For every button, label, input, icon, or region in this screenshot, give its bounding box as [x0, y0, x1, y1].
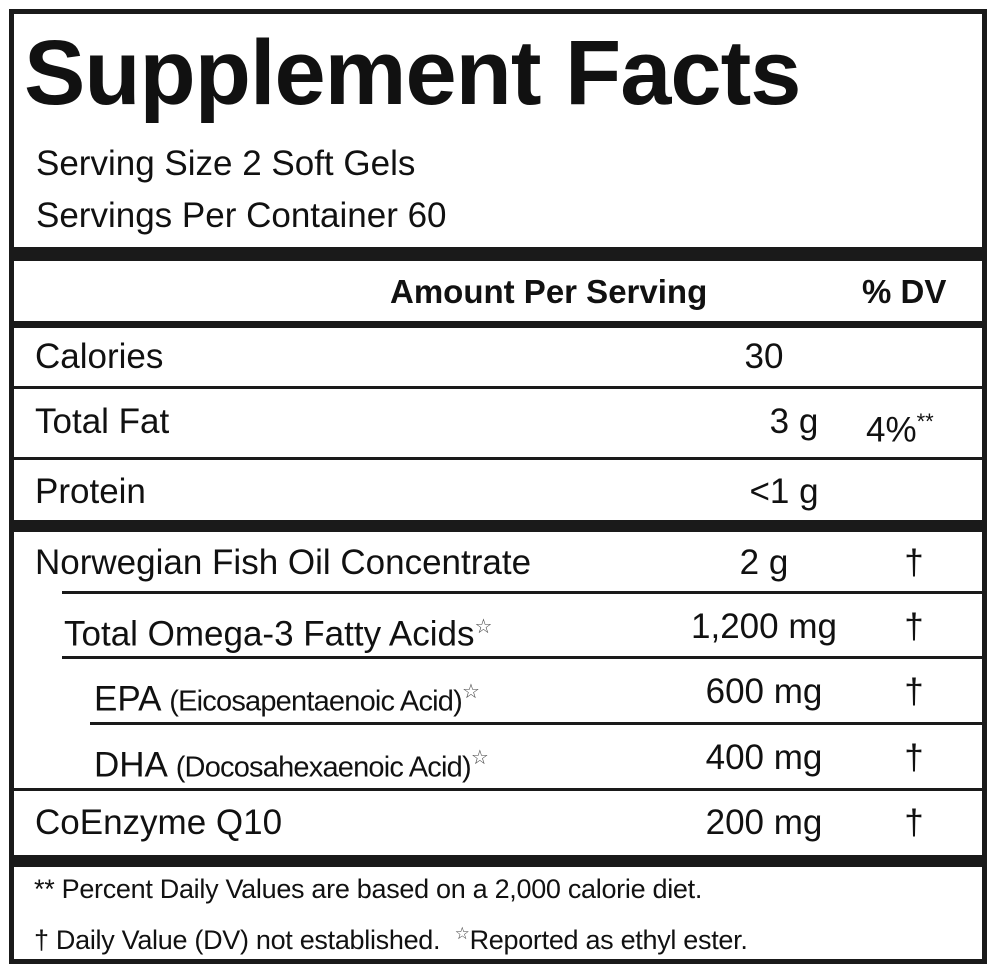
- ingredient-amount: 600 mg: [705, 672, 823, 711]
- row-label: Calories: [35, 337, 164, 376]
- ingredient-detail: (Eicosapentaenoic Acid): [169, 685, 463, 718]
- divider-medium: [14, 321, 982, 328]
- ingredient-dv: †: [904, 543, 924, 582]
- ingredient-name: Norwegian Fish Oil Concentrate: [35, 543, 532, 582]
- divider-thin: [62, 656, 982, 659]
- row-amount: <1 g: [749, 472, 819, 511]
- divider-thin: [90, 722, 982, 725]
- ingredient-dv: †: [904, 607, 924, 646]
- ingredient-amount: 2 g: [739, 543, 789, 582]
- divider-thin: [14, 457, 982, 460]
- row-amount: 3 g: [769, 402, 819, 441]
- divider-thick: [14, 247, 982, 261]
- ingredient-amount: 200 mg: [705, 803, 823, 842]
- ingredient-amount: 400 mg: [705, 738, 823, 777]
- divider-thin: [14, 386, 982, 389]
- row-dv: 4%: [866, 410, 917, 450]
- footnote-mark: **: [916, 409, 934, 434]
- header-dv: % DV: [862, 273, 947, 310]
- panel-title: Supplement Facts: [24, 22, 801, 124]
- star-icon: ☆: [474, 616, 493, 638]
- row-label: Total Fat: [35, 402, 170, 441]
- ingredient-name: Total Omega-3 Fatty Acids: [64, 614, 475, 654]
- ingredient-dv: †: [904, 672, 924, 711]
- divider-thick: [14, 520, 982, 532]
- ingredient-dv: †: [904, 738, 924, 777]
- divider-thin: [62, 591, 982, 594]
- supplement-facts-panel: [9, 9, 987, 964]
- row-amount: 30: [744, 337, 784, 376]
- star-icon: ☆: [470, 747, 489, 769]
- ingredient-name: EPA: [94, 679, 160, 719]
- servings-per-container: Servings Per Container 60: [36, 196, 447, 235]
- footnote-text: Reported as ethyl ester.: [469, 925, 748, 955]
- footnote-daily-values: ** Percent Daily Values are based on a 2…: [34, 874, 703, 904]
- row-label: Protein: [35, 472, 146, 511]
- ingredient-name: DHA: [94, 745, 166, 785]
- divider-thin: [14, 788, 982, 791]
- header-amount: Amount Per Serving: [390, 273, 708, 310]
- footnote-dv-not-established: † Daily Value (DV) not established. ☆Rep…: [34, 917, 748, 957]
- ingredient-dv: †: [904, 803, 924, 842]
- ingredient-amount: 1,200 mg: [691, 607, 837, 646]
- star-icon: ☆: [461, 681, 480, 703]
- ingredient-name: CoEnzyme Q10: [35, 803, 283, 842]
- footnote-text: † Daily Value (DV) not established.: [34, 925, 441, 955]
- serving-size: Serving Size 2 Soft Gels: [36, 144, 416, 183]
- divider-thick: [14, 855, 982, 867]
- star-icon: ☆: [454, 924, 470, 943]
- ingredient-detail: (Docosahexaenoic Acid): [175, 751, 472, 784]
